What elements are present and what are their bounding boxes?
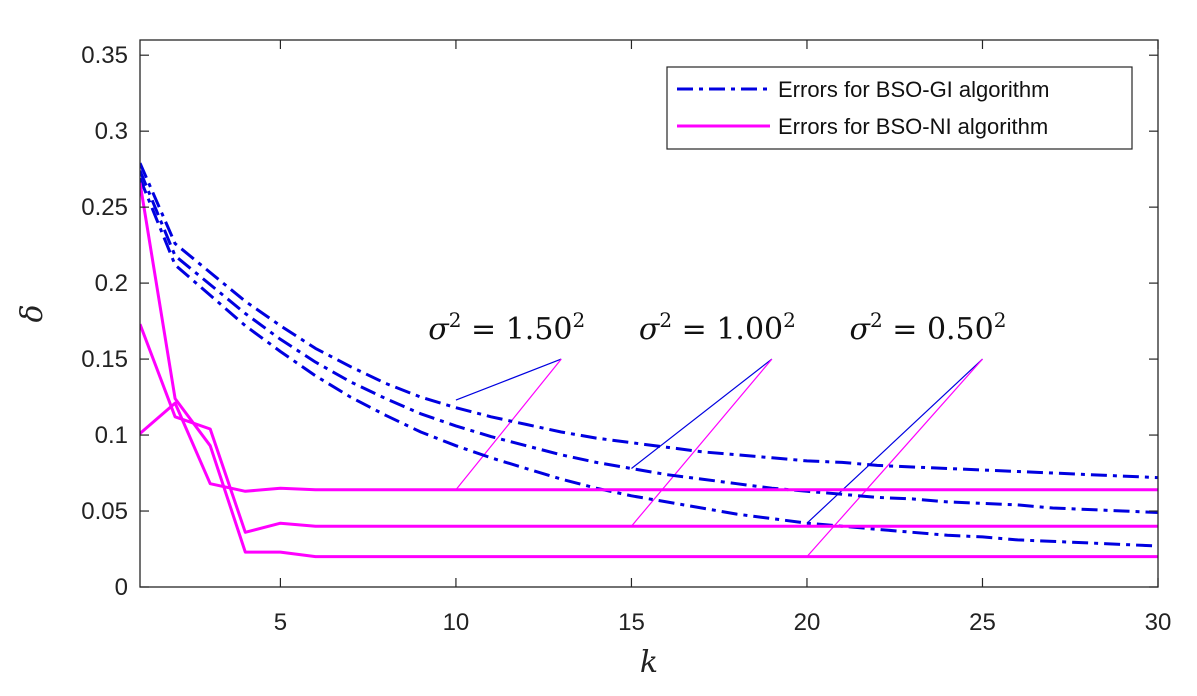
series-line-ni-1_50	[140, 401, 1158, 493]
annotation-pointer	[455, 358, 562, 491]
y-tick-label: 0.2	[95, 270, 128, 297]
annotation-pointer	[455, 358, 562, 401]
y-tick-label: 0.3	[95, 118, 128, 145]
sigma-annotation-label: σ2 = 0.502	[850, 308, 1007, 347]
y-axis-label: δ	[15, 304, 50, 322]
sigma-annotation-label: σ2 = 1.002	[639, 308, 796, 347]
x-tick-label: 25	[969, 609, 996, 636]
y-tick-label: 0.1	[95, 422, 128, 449]
y-tick-label: 0.35	[81, 42, 128, 69]
annotation-pointer	[806, 358, 983, 558]
y-tick-label: 0.25	[81, 194, 128, 221]
series-line-gi-1_50	[140, 162, 1158, 480]
annotation-pointer	[630, 358, 773, 527]
x-axis-label: k	[640, 645, 658, 680]
x-tick-label: 5	[274, 609, 287, 636]
x-tick-label: 10	[443, 609, 470, 636]
y-tick-label: 0.05	[81, 498, 128, 525]
legend-label-ni: Errors for BSO-NI algorithm	[778, 114, 1048, 139]
x-tick-label: 20	[794, 609, 821, 636]
legend: Errors for BSO-GI algorithm Errors for B…	[666, 66, 1133, 150]
series-line-ni-0_50	[140, 182, 1158, 559]
series-line-ni-1_00	[140, 323, 1158, 534]
x-tick-label: 15	[618, 609, 645, 636]
sigma-annotation-label: σ2 = 1.502	[428, 308, 585, 347]
annotation-lines	[455, 358, 983, 558]
tick-labels: 5 10 15 20 25 30 0 0.05 0.1 0.15 0.2 0.25 0.3 0.35	[81, 42, 1171, 636]
plot-frame	[139, 39, 1159, 588]
annotation-pointer	[806, 358, 983, 524]
y-tick-label: 0.15	[81, 346, 128, 373]
series-layer	[140, 162, 1158, 559]
annotation-labels: σ2 = 1.502 σ2 = 1.002 σ2 = 0.502	[428, 308, 1006, 347]
y-tick-label: 0	[115, 574, 128, 601]
x-tick-label: 30	[1145, 609, 1172, 636]
series-line-gi-0_50	[140, 177, 1158, 548]
legend-label-gi: Errors for BSO-GI algorithm	[778, 77, 1049, 102]
tick-marks	[140, 40, 1159, 588]
annotation-pointer	[631, 358, 773, 469]
legend-box	[666, 66, 1133, 150]
series-line-gi-1_00	[140, 170, 1158, 514]
